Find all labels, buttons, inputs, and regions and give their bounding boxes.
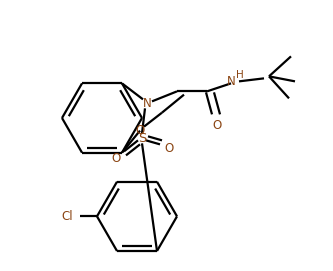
Text: N: N	[143, 97, 152, 110]
Text: H: H	[236, 70, 244, 80]
Text: S: S	[138, 132, 146, 145]
Text: O: O	[136, 124, 145, 137]
Text: Cl: Cl	[61, 210, 73, 223]
Text: O: O	[165, 142, 173, 155]
Text: O: O	[212, 119, 222, 132]
Text: O: O	[111, 152, 121, 165]
Text: N: N	[227, 75, 235, 88]
